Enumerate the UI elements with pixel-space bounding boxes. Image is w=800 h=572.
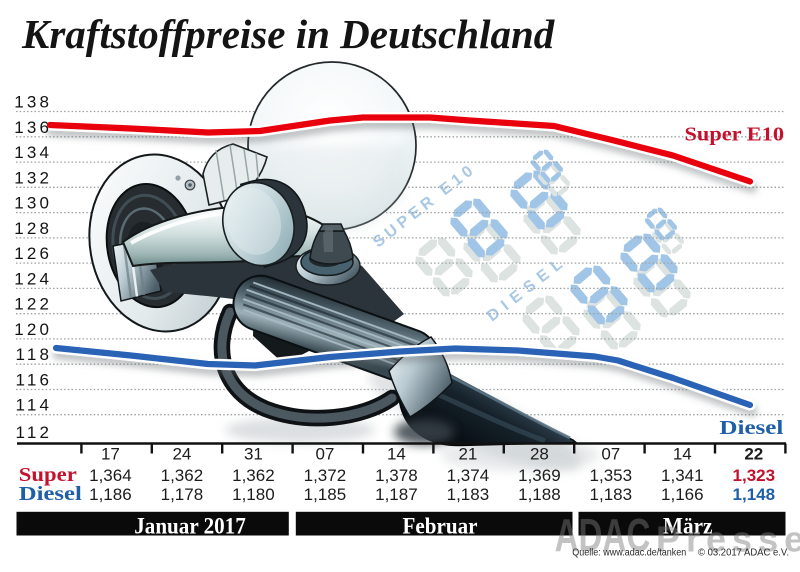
svg-text:31: 31 bbox=[244, 445, 263, 464]
svg-text:28: 28 bbox=[530, 445, 549, 464]
svg-text:1,148: 1,148 bbox=[733, 485, 776, 504]
svg-text:134: 134 bbox=[14, 143, 52, 162]
svg-text:116: 116 bbox=[15, 371, 52, 390]
svg-text:1,185: 1,185 bbox=[304, 485, 347, 504]
svg-text:1,188: 1,188 bbox=[518, 485, 561, 504]
svg-text:1,183: 1,183 bbox=[590, 485, 633, 504]
svg-text:1,180: 1,180 bbox=[232, 485, 275, 504]
svg-text:1,183: 1,183 bbox=[447, 485, 490, 504]
svg-text:1,178: 1,178 bbox=[161, 485, 204, 504]
svg-text:24: 24 bbox=[172, 445, 191, 464]
svg-text:128: 128 bbox=[14, 219, 52, 238]
svg-text:138: 138 bbox=[14, 93, 52, 112]
svg-text:1,362: 1,362 bbox=[161, 466, 204, 485]
svg-text:07: 07 bbox=[601, 445, 620, 464]
svg-text:17: 17 bbox=[101, 445, 120, 464]
svg-text:22: 22 bbox=[744, 445, 763, 464]
svg-text:14: 14 bbox=[387, 445, 406, 464]
svg-text:Februar: Februar bbox=[403, 514, 478, 539]
svg-text:1,186: 1,186 bbox=[89, 485, 132, 504]
svg-text:1,372: 1,372 bbox=[304, 466, 347, 485]
svg-text:Diesel: Diesel bbox=[19, 483, 82, 505]
svg-text:Januar 2017: Januar 2017 bbox=[134, 514, 246, 539]
svg-text:21: 21 bbox=[458, 445, 477, 464]
svg-text:14: 14 bbox=[673, 445, 692, 464]
svg-text:1,369: 1,369 bbox=[518, 466, 561, 485]
svg-text:132: 132 bbox=[14, 168, 52, 187]
svg-text:1,166: 1,166 bbox=[661, 485, 704, 504]
svg-text:Presse: Presse bbox=[656, 519, 800, 560]
svg-text:Kraftstoffpreise in Deutschlan: Kraftstoffpreise in Deutschland bbox=[21, 11, 555, 57]
svg-text:1,323: 1,323 bbox=[733, 466, 776, 485]
svg-text:114: 114 bbox=[15, 396, 52, 415]
svg-text:1,362: 1,362 bbox=[232, 466, 275, 485]
svg-text:1,374: 1,374 bbox=[447, 466, 490, 485]
svg-text:130: 130 bbox=[14, 194, 52, 213]
svg-text:136: 136 bbox=[14, 118, 52, 137]
svg-text:126: 126 bbox=[14, 244, 52, 263]
svg-text:1,353: 1,353 bbox=[590, 466, 633, 485]
svg-text:120: 120 bbox=[14, 320, 52, 339]
svg-text:07: 07 bbox=[315, 445, 334, 464]
svg-text:1,378: 1,378 bbox=[375, 466, 418, 485]
svg-text:112: 112 bbox=[15, 423, 52, 442]
svg-text:März: März bbox=[663, 514, 713, 539]
svg-text:124: 124 bbox=[14, 269, 52, 288]
svg-text:122: 122 bbox=[14, 295, 52, 314]
svg-text:Quelle: www.adac.de/tanken: Quelle: www.adac.de/tanken bbox=[572, 548, 686, 559]
svg-text:1,187: 1,187 bbox=[375, 485, 418, 504]
svg-text:Super E10: Super E10 bbox=[685, 124, 785, 146]
svg-text:Super: Super bbox=[19, 464, 77, 486]
svg-text:© 03.2017 ADAC e.V.: © 03.2017 ADAC e.V. bbox=[698, 548, 789, 559]
svg-text:118: 118 bbox=[15, 345, 52, 364]
svg-text:1,364: 1,364 bbox=[89, 466, 132, 485]
svg-text:Diesel: Diesel bbox=[719, 417, 783, 439]
svg-text:1,341: 1,341 bbox=[661, 466, 704, 485]
svg-text:ADAC: ADAC bbox=[555, 511, 651, 561]
